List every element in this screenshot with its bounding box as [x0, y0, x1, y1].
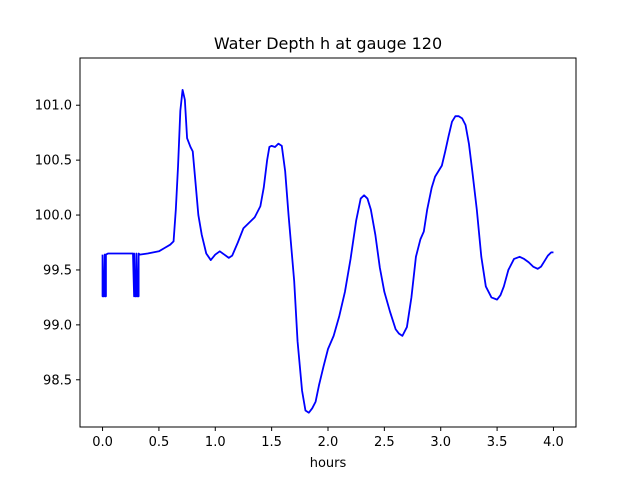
x-tick-label: 1.0	[205, 435, 226, 450]
x-axis-label: hours	[310, 456, 347, 471]
x-tick-label: 3.5	[487, 435, 508, 450]
x-tick-label: 3.0	[430, 435, 451, 450]
y-tick-label: 99.0	[43, 318, 72, 333]
y-tick-label: 101.0	[35, 99, 72, 114]
x-tick-label: 4.0	[543, 435, 564, 450]
x-tick-label: 2.5	[374, 435, 395, 450]
x-axis: 0.0 0.5 1.0 1.5 2.0 2.5 3.0 3.5 4.0	[92, 427, 564, 450]
y-tick-label: 99.5	[43, 263, 72, 278]
x-tick-label: 0.0	[92, 435, 113, 450]
x-tick-label: 0.5	[149, 435, 170, 450]
x-tick-label: 1.5	[261, 435, 282, 450]
y-tick-label: 100.0	[35, 209, 72, 224]
series-layer	[101, 88, 554, 414]
x-tick-label: 2.0	[318, 435, 339, 450]
series-line	[101, 88, 554, 414]
y-tick-label: 100.5	[35, 154, 72, 169]
y-tick-label: 98.5	[43, 373, 72, 388]
plot-frame	[79, 57, 577, 428]
y-axis: 98.5 99.0 99.5 100.0 100.5 101.0	[35, 99, 80, 388]
chart-title: Water Depth h at gauge 120	[214, 34, 442, 53]
